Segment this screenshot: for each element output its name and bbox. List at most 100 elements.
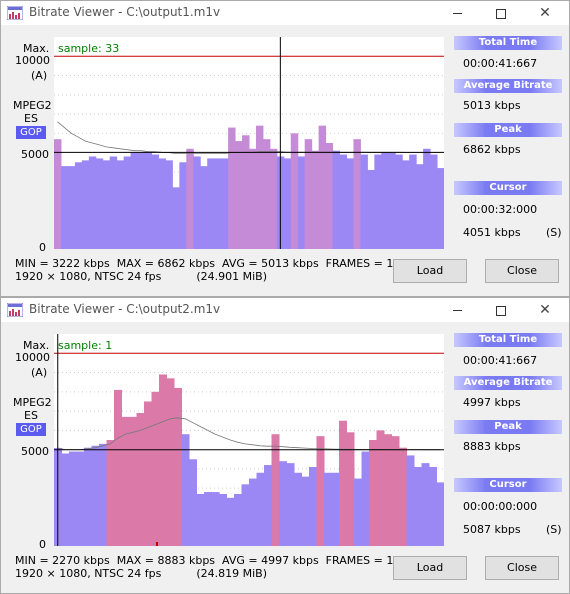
bitrate-bar <box>430 154 438 249</box>
bitrate-bar <box>144 152 152 249</box>
close-window-button[interactable]: ✕ <box>523 1 567 25</box>
bitrate-bar <box>402 160 410 249</box>
bitrate-bar <box>144 401 152 546</box>
load-button[interactable]: Load <box>393 259 467 283</box>
bitrate-bar <box>399 447 407 546</box>
maximize-icon <box>496 8 506 19</box>
stream-type-label: ES <box>24 112 38 125</box>
gop-button[interactable]: GOP <box>16 423 46 436</box>
bitrate-chart-svg[interactable] <box>54 37 444 249</box>
bitrate-viewer-window: Bitrate Viewer - C:\output2.m1v ✕ Max. 1… <box>0 297 570 594</box>
bitrate-bar <box>255 125 264 249</box>
bitrate-bar <box>286 463 295 546</box>
bitrate-bar <box>186 148 194 249</box>
bitrate-bar <box>123 156 132 249</box>
bitrate-bar <box>346 432 355 546</box>
bitrate-chart[interactable]: sample: 33 <box>54 37 444 249</box>
bitrate-bar <box>436 482 444 546</box>
bitrate-bar <box>234 493 242 546</box>
bitrate-viewer-window: Bitrate Viewer - C:\output1.m1v ✕ Max. 1… <box>0 0 570 297</box>
maximize-button[interactable] <box>479 298 523 322</box>
bitrate-bar <box>67 166 76 249</box>
bitrate-bar <box>221 158 229 249</box>
bitrate-bar <box>367 169 375 249</box>
bitrate-chart-svg[interactable] <box>54 334 444 546</box>
bitrate-bar <box>158 158 166 249</box>
peak-header: Peak <box>454 123 562 137</box>
y-tick-0: 0 <box>39 538 46 551</box>
load-button[interactable]: Load <box>393 556 467 580</box>
bitrate-bar <box>106 440 115 546</box>
y-unit-label: (A) <box>31 366 48 379</box>
gop-button[interactable]: GOP <box>16 126 46 139</box>
maximize-button[interactable] <box>479 1 523 25</box>
bitrate-bar <box>214 158 222 249</box>
y-tick-10000: 10000 <box>15 54 50 67</box>
bitrate-bar <box>61 453 70 546</box>
cursor-header: Cursor <box>454 478 562 492</box>
bitrate-bar <box>241 484 250 546</box>
sample-label: sample: 1 <box>58 339 113 352</box>
bitrate-bar <box>95 158 104 249</box>
bitrate-bar <box>179 162 187 249</box>
bitrate-bar <box>381 152 389 249</box>
title-bar[interactable]: Bitrate Viewer - C:\output2.m1v ✕ <box>1 298 569 322</box>
stream-info: 1920 × 1080, NTSC 24 fps (24.901 MiB) <box>15 270 268 283</box>
bitrate-bar <box>114 389 122 546</box>
bitrate-chart[interactable]: sample: 1 <box>54 334 444 546</box>
cursor-bitrate-value: 5087 kbps <box>463 523 521 536</box>
maximize-icon <box>496 305 506 316</box>
bitrate-bar <box>269 148 278 249</box>
title-bar[interactable]: Bitrate Viewer - C:\output1.m1v ✕ <box>1 1 569 25</box>
close-window-button[interactable]: ✕ <box>523 298 567 322</box>
sample-label: sample: 33 <box>58 42 120 55</box>
bitrate-bar <box>228 127 236 249</box>
bitrate-bar <box>409 154 417 249</box>
bitrate-bar <box>318 125 327 249</box>
bitrate-bar <box>294 472 302 546</box>
close-button[interactable]: Close <box>485 556 559 580</box>
window-title: Bitrate Viewer - C:\output2.m1v <box>29 302 221 316</box>
minimize-button[interactable] <box>435 298 479 322</box>
stats-summary: MIN = 3222 kbps MAX = 6862 kbps AVG = 50… <box>15 257 415 270</box>
bitrate-bar <box>88 156 97 249</box>
bitrate-bar <box>74 162 83 249</box>
average-bitrate-header: Average Bitrate <box>454 79 562 93</box>
bitrate-bar <box>249 148 257 249</box>
total-time-value: 00:00:41:667 <box>463 57 538 70</box>
close-button[interactable]: Close <box>485 259 559 283</box>
bitrate-bar <box>374 154 382 249</box>
peak-value: 6862 kbps <box>463 143 521 156</box>
y-tick-0: 0 <box>39 241 46 254</box>
minimize-button[interactable] <box>435 1 479 25</box>
bitrate-bar <box>416 164 424 249</box>
bitrate-bar <box>219 493 227 546</box>
format-label: MPEG2 <box>13 396 52 409</box>
y-unit-label: (A) <box>31 69 48 82</box>
bitrate-bar <box>235 141 243 249</box>
total-time-header: Total Time <box>454 36 562 50</box>
bitrate-bar <box>136 413 145 546</box>
bitrate-bar <box>249 478 257 546</box>
bitrate-bar <box>211 492 220 546</box>
bitrate-bar <box>384 434 392 546</box>
format-label: MPEG2 <box>13 99 52 112</box>
bitrate-bar <box>353 139 361 249</box>
bitrate-bar <box>172 187 180 249</box>
bitrate-bar <box>151 154 159 249</box>
bitrate-bar <box>429 466 437 546</box>
app-icon <box>7 303 23 317</box>
bitrate-bar <box>339 420 347 546</box>
bitrate-bar <box>121 416 130 546</box>
cursor-time-value: 00:00:00:000 <box>463 500 538 513</box>
average-bitrate-value: 4997 kbps <box>463 396 521 409</box>
bitrate-bar <box>204 492 212 546</box>
bitrate-bar <box>99 443 107 546</box>
bitrate-bar <box>332 150 341 249</box>
total-time-value: 00:00:41:667 <box>463 354 538 367</box>
cursor-time-value: 00:00:32:000 <box>463 203 538 216</box>
y-max-label: Max. <box>23 42 50 55</box>
bitrate-bar <box>91 445 100 546</box>
bitrate-bar <box>325 143 334 249</box>
average-bitrate-header: Average Bitrate <box>454 376 562 390</box>
